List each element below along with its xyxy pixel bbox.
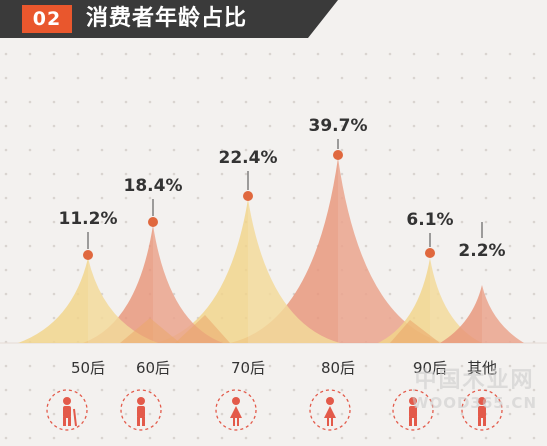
page-title: 消费者年龄占比 (86, 6, 248, 31)
section-number-badge: 02 (22, 5, 72, 33)
section-header: 02 消费者年龄占比 (0, 0, 547, 38)
watermark-cn: 中国木业网 (414, 368, 535, 393)
senior-icon (120, 389, 162, 431)
category-label: 其他 (467, 359, 497, 377)
peak-50后 (18, 258, 158, 343)
peaks-layer (18, 158, 524, 343)
overlap-accent (390, 320, 440, 343)
child-icon (461, 389, 503, 431)
peak-shade (338, 158, 446, 343)
category-label: 90后 (413, 359, 447, 377)
category-label: 60后 (136, 359, 170, 377)
icons-layer (46, 389, 503, 431)
value-label: 22.4% (219, 148, 278, 168)
peak-70后 (156, 199, 340, 343)
woman-icon (215, 389, 257, 431)
category-label: 50后 (71, 359, 105, 377)
boy-icon (392, 389, 434, 431)
value-label: 39.7% (309, 116, 368, 136)
peak-dot (148, 217, 158, 227)
peak-shade (88, 258, 158, 343)
peak-90后 (378, 258, 482, 343)
peak-shade (430, 258, 482, 343)
value-label: 6.1% (406, 210, 453, 230)
elderly-icon (46, 389, 88, 431)
peak-dot (425, 248, 435, 258)
peak-dot (243, 191, 253, 201)
peak-shade (153, 225, 223, 343)
overlap-accent (120, 318, 180, 343)
peak-60后 (83, 225, 223, 343)
dotted-background (0, 38, 547, 446)
peak-shade (482, 285, 524, 343)
girl-icon (309, 389, 351, 431)
header-bar (0, 0, 338, 38)
peak-dot (83, 250, 93, 260)
peak-shade (248, 199, 340, 343)
overlap-accent (175, 315, 230, 343)
value-label: 2.2% (458, 241, 505, 261)
watermark-en: WOOD365.CN (411, 394, 537, 412)
value-label: 18.4% (124, 176, 183, 196)
category-label: 80后 (321, 359, 355, 377)
peak-dot (333, 150, 343, 160)
peak-其他 (440, 285, 524, 343)
labels-layer: 11.2% 50后 18.4% 60后 22.4% 70后 39.7% 80后 6.1% 90后 2… (59, 116, 506, 377)
peak-80后 (230, 158, 446, 343)
value-label: 11.2% (59, 209, 118, 229)
watermark: 中国木业网 WOOD365.CN (412, 362, 537, 412)
category-label: 70后 (231, 359, 265, 377)
